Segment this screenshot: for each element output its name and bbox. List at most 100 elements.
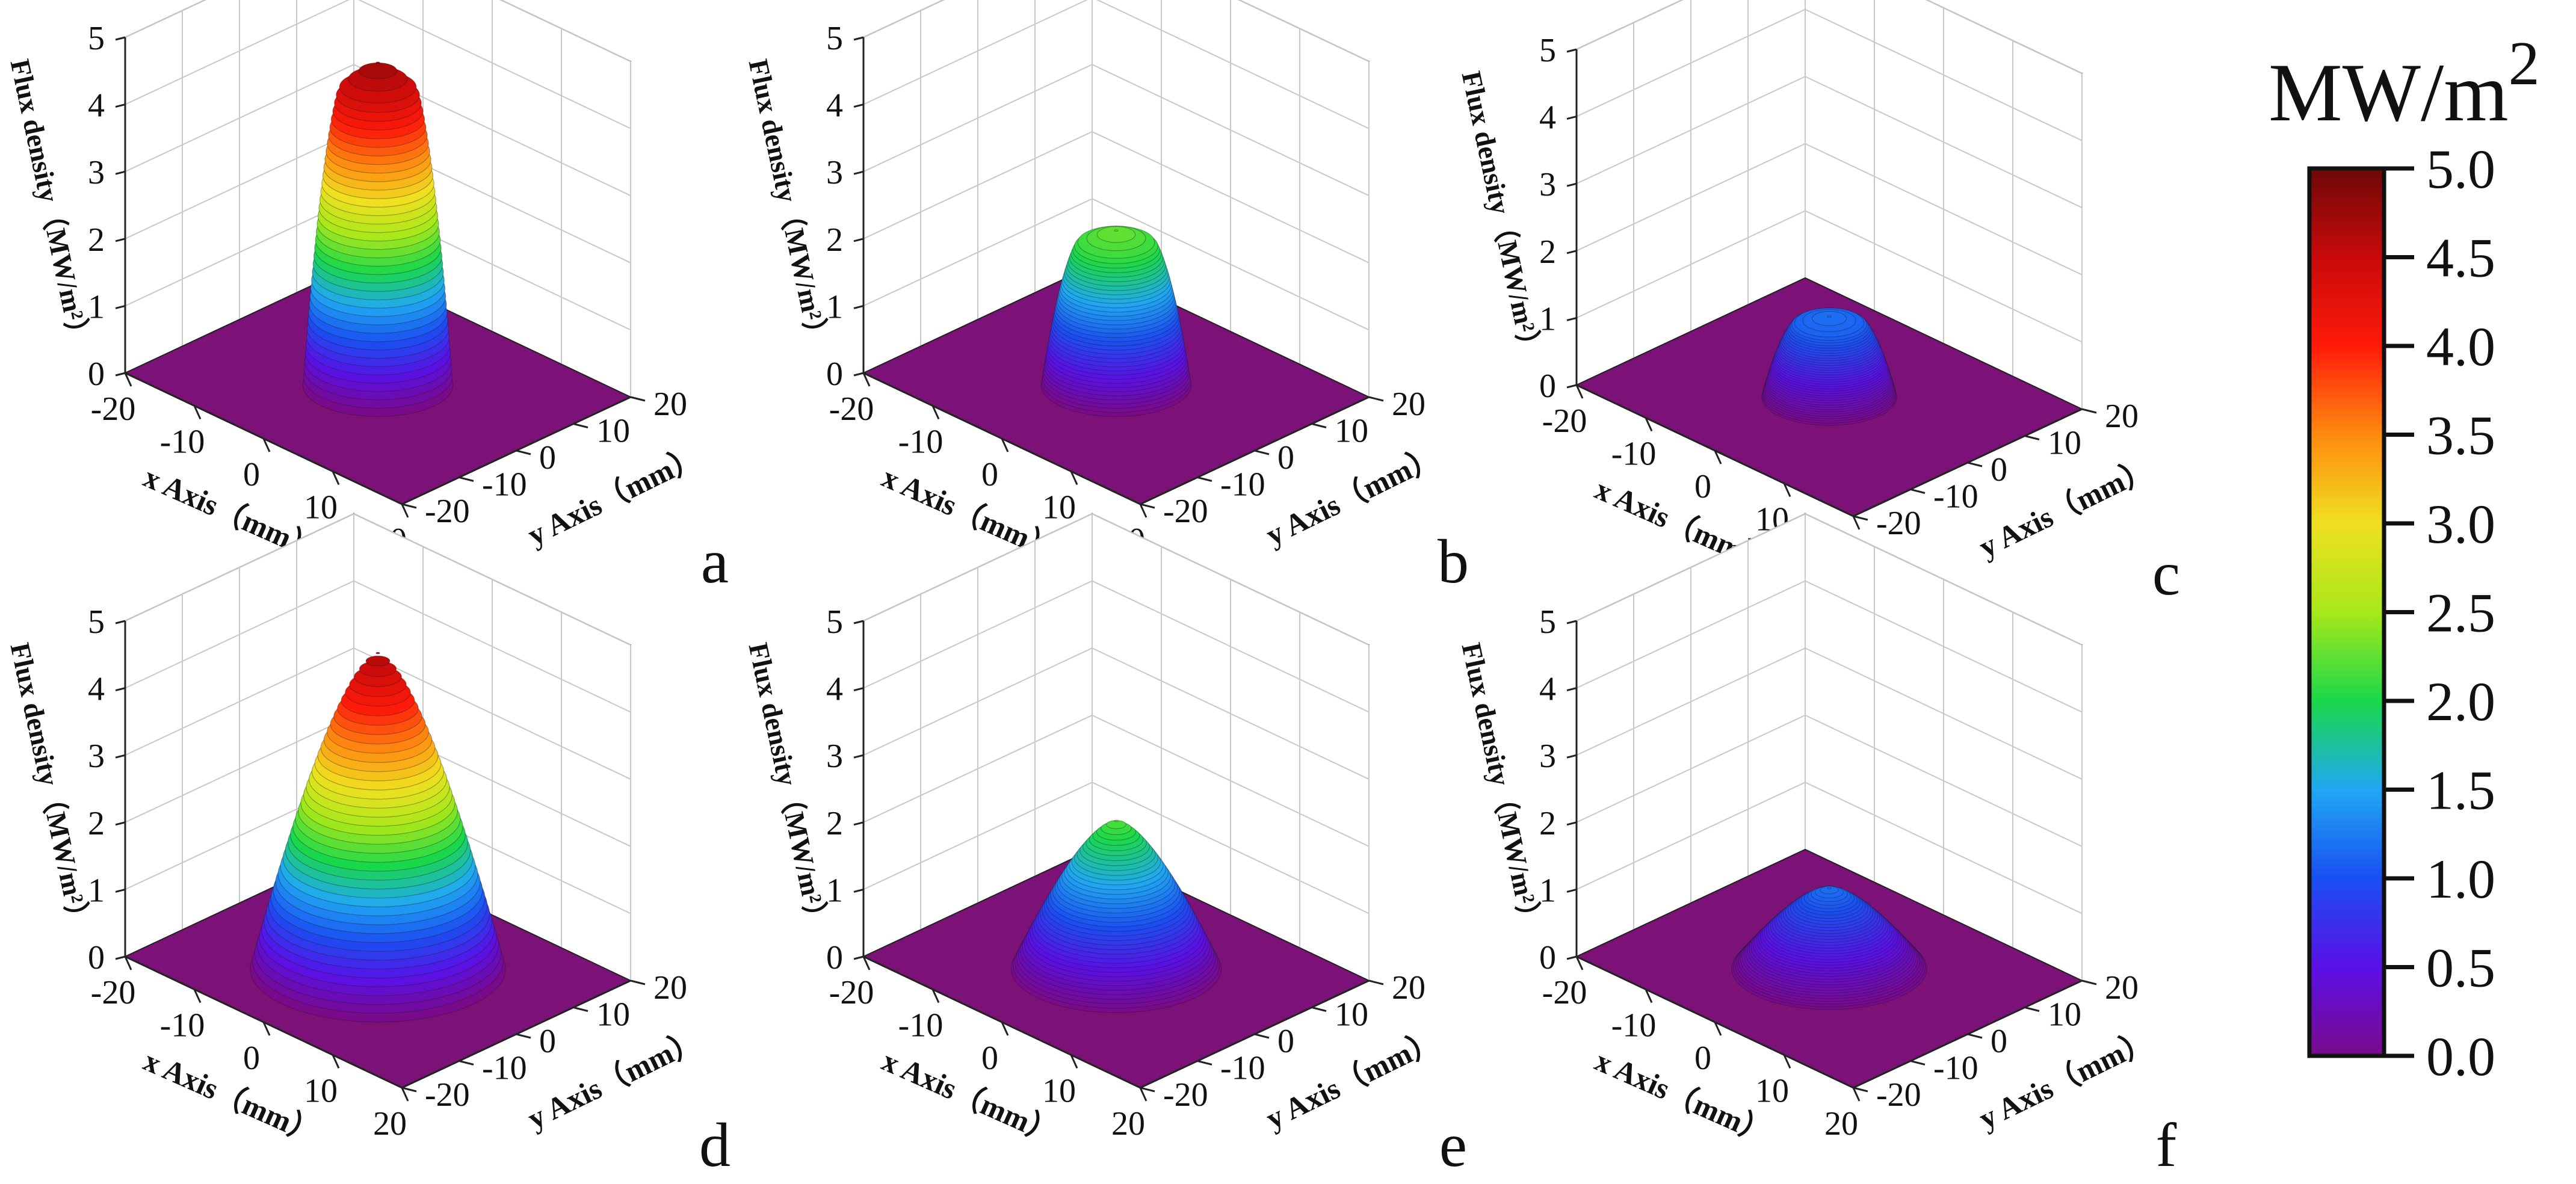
colorbar-tick-label: 1.0 [2426, 848, 2495, 910]
z-axis-title: Flux density（MW/m²） [1456, 640, 1547, 934]
x-tick [1001, 438, 1009, 452]
colorbar-tick-label: 1.5 [2426, 760, 2495, 821]
z-tick [853, 36, 864, 41]
y-tick [1197, 1060, 1212, 1065]
y-tick [1254, 449, 1270, 455]
z-tick-label: 4 [1539, 671, 1556, 708]
contour-slice [1114, 819, 1119, 822]
x-tick-label: -10 [1611, 436, 1657, 473]
y-tick-label: -20 [1876, 1076, 1921, 1114]
y-tick [1311, 1007, 1327, 1012]
x-tick-label: -20 [91, 974, 136, 1011]
z-tick [853, 372, 864, 377]
z-tick [115, 238, 126, 242]
y-tick [2081, 408, 2097, 414]
x-tick [1575, 384, 1584, 399]
z-tick-label: 0 [88, 939, 105, 976]
x-tick-label: -10 [1611, 1007, 1657, 1044]
z-tick-label: 0 [826, 356, 843, 393]
x-tick [1001, 1022, 1009, 1036]
panel-label: b [1438, 527, 1469, 596]
x-tick [1783, 483, 1791, 498]
z-tick-label: 4 [826, 671, 843, 708]
flux-surface [1761, 307, 1897, 426]
x-tick [1070, 470, 1078, 486]
x-tick-label: 10 [304, 1073, 338, 1110]
colorbar-gradient [2307, 166, 2386, 1058]
x-tick-label: 0 [981, 456, 998, 493]
y-tick-label: 0 [539, 1023, 556, 1060]
y-tick-label: 0 [1991, 451, 2007, 489]
colorbar-tick-label: 2.0 [2426, 671, 2495, 732]
z-tick-label: 1 [826, 872, 843, 909]
x-tick [332, 1054, 340, 1069]
z-tick-label: 1 [88, 872, 105, 909]
z-tick [853, 238, 864, 242]
x-tick [332, 470, 340, 486]
y-tick-label: -20 [1876, 505, 1921, 542]
y-tick [1910, 1060, 1926, 1065]
x-axis-title: x Axis（mm） [1590, 1043, 1776, 1150]
y-tick [573, 423, 588, 428]
z-tick-label: 2 [826, 805, 843, 842]
z-tick-label: 1 [1539, 300, 1556, 338]
x-tick [1783, 1054, 1791, 1069]
flux-surface [302, 61, 454, 417]
z-tick [853, 620, 864, 624]
z-tick-label: 5 [826, 603, 843, 641]
y-tick [401, 1087, 417, 1093]
z-tick [115, 687, 126, 692]
z-tick [1566, 182, 1577, 187]
x-tick-label: -10 [898, 424, 944, 461]
grid-line [1576, 0, 2083, 74]
x-tick [124, 372, 132, 387]
z-tick-label: 5 [1539, 32, 1556, 69]
y-tick [516, 449, 531, 455]
z-tick [115, 955, 126, 960]
x-tick [1645, 417, 1653, 432]
y-tick [459, 1060, 474, 1065]
colorbar-tick-label: 4.0 [2426, 316, 2495, 377]
y-tick-label: -20 [425, 1076, 470, 1114]
x-tick-label: 10 [304, 489, 338, 526]
z-tick [853, 304, 864, 309]
y-tick [1910, 489, 1926, 494]
contour-slice [1827, 315, 1832, 318]
z-tick-label: 5 [88, 20, 105, 57]
flux-surface [250, 652, 506, 1023]
x-tick-label: 10 [1755, 1073, 1789, 1110]
panel-label: e [1439, 1111, 1467, 1180]
grid-line [125, 0, 631, 129]
z-tick [1566, 888, 1577, 893]
z-tick [115, 170, 126, 175]
z-tick [1566, 48, 1577, 53]
colorbar: MW/m2 5.0 4.5 4.0 3.5 3.0 2.5 2.0 1.5 1.0 0.5 0.0 [2269, 29, 2540, 1087]
x-tick [862, 372, 871, 387]
contour-slice [375, 652, 380, 655]
x-tick [931, 988, 940, 1004]
y-tick-label: 10 [1335, 413, 1368, 450]
colorbar-unit-base: MW/m [2269, 46, 2509, 138]
y-tick-label: 20 [1392, 969, 1425, 1007]
y-tick [1311, 423, 1327, 428]
grid-line [125, 0, 631, 62]
z-tick [853, 955, 864, 960]
panel-label: a [701, 527, 729, 596]
z-tick-label: 2 [88, 221, 105, 259]
contour-slice [1820, 886, 1839, 895]
x-tick [862, 956, 871, 970]
y-tick-label: -10 [482, 466, 527, 504]
z-axis-title: Flux density（MW/m²） [743, 57, 834, 350]
colorbar-tick-label: 3.5 [2426, 405, 2495, 466]
x-tick [1139, 1087, 1147, 1102]
z-tick-label: 5 [826, 20, 843, 57]
y-tick-label: -20 [1163, 493, 1208, 530]
y-tick [459, 476, 474, 482]
y-tick-label: 10 [596, 996, 630, 1034]
z-tick [853, 888, 864, 893]
colorbar-unit: MW/m2 [2269, 29, 2540, 138]
y-tick-label: -10 [1220, 466, 1265, 504]
y-tick [1197, 476, 1212, 482]
colorbar-tick-label: 3.0 [2426, 493, 2495, 555]
x-tick-label: 10 [1042, 1073, 1076, 1110]
